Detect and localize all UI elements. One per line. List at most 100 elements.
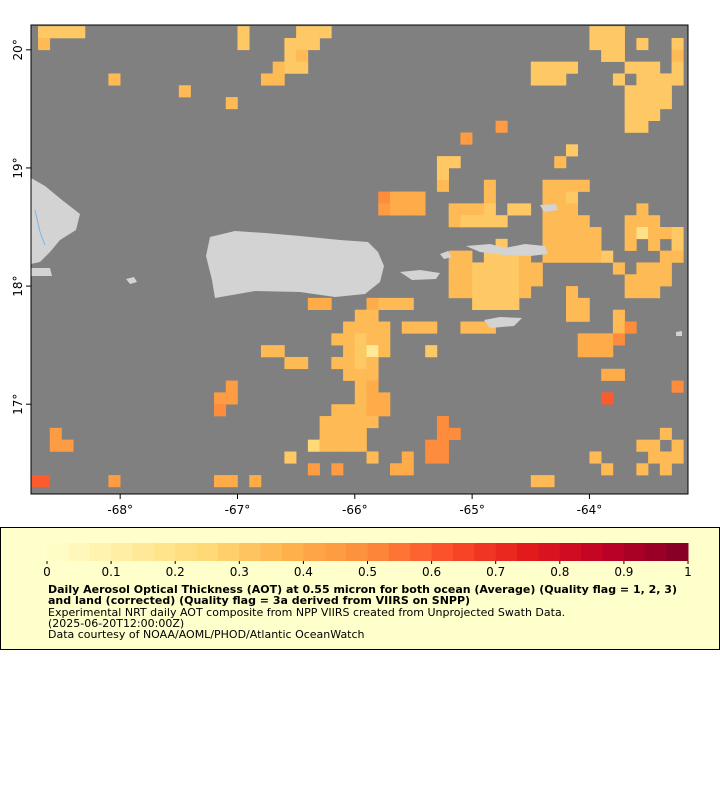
aot-cell — [331, 356, 344, 370]
aot-cell — [671, 250, 684, 263]
island — [31, 268, 52, 276]
aot-cell — [636, 120, 649, 133]
aot-cell — [436, 451, 449, 464]
aot-cell — [624, 321, 637, 334]
colorbar-tick-label: 0.8 — [550, 565, 569, 579]
st-croix — [484, 317, 522, 328]
aot-cell — [659, 85, 672, 98]
aot-cell — [214, 392, 227, 405]
colorbar-tick-label: 1 — [684, 565, 692, 579]
aot-cell — [612, 73, 625, 86]
colorbar-step — [175, 543, 198, 561]
aot-cell — [366, 368, 379, 381]
aot-cell — [343, 416, 356, 429]
aot-cell — [554, 227, 567, 240]
colorbar-step — [581, 543, 604, 561]
aot-cell — [530, 475, 543, 488]
aot-cell — [401, 203, 414, 216]
aot-cell — [554, 179, 567, 192]
aot-cell — [331, 404, 344, 417]
x-tick-label: -65° — [459, 503, 485, 517]
aot-cell — [542, 73, 555, 86]
aot-cell — [343, 368, 356, 381]
islet — [676, 331, 682, 336]
aot-cell — [636, 37, 649, 51]
aot-cell — [589, 451, 602, 464]
colorbar-step — [282, 543, 304, 561]
aot-cell — [436, 179, 449, 192]
aot-cell — [554, 215, 567, 228]
aot-cell — [671, 227, 684, 240]
culebra — [440, 251, 452, 259]
colorbar-step — [111, 543, 133, 561]
aot-cell — [343, 427, 356, 440]
aot-cell — [390, 297, 403, 311]
aot-cell — [565, 61, 579, 74]
aot-cell — [659, 73, 672, 86]
aot-cell — [436, 439, 449, 452]
colorbar-step — [666, 543, 689, 561]
y-tick-label: 18° — [11, 275, 25, 296]
river — [34, 209, 46, 246]
aot-cell — [472, 215, 485, 228]
aot-cell — [284, 451, 297, 464]
aot-cell — [448, 286, 461, 299]
aot-cell — [495, 262, 508, 275]
aot-cell — [61, 26, 74, 39]
aot-cell — [636, 463, 649, 476]
puerto-rico — [206, 231, 384, 298]
aot-cell — [565, 250, 579, 263]
aot-cell — [554, 156, 567, 169]
aot-cell — [425, 345, 438, 358]
aot-cell — [671, 451, 684, 464]
aot-cell — [589, 238, 602, 251]
aot-cell — [108, 73, 121, 86]
aot-cell — [354, 345, 367, 358]
aot-cell — [542, 215, 555, 228]
aot-cell — [483, 262, 496, 275]
aot-cell — [519, 262, 532, 275]
aot-cell — [601, 345, 614, 358]
aot-cell — [648, 97, 661, 110]
aot-cell — [390, 191, 403, 204]
aot-cell — [354, 439, 367, 452]
legend-description: Experimental NRT daily AOT composite fro… — [48, 606, 566, 619]
aot-cell — [648, 451, 661, 464]
colorbar-step — [495, 543, 518, 561]
aot-cell — [554, 238, 567, 251]
aot-cell — [378, 321, 391, 334]
colorbar-step — [239, 543, 262, 561]
aot-cell — [648, 286, 661, 299]
aot-cell — [636, 61, 649, 74]
aot-cell — [542, 191, 555, 204]
aot-cell — [612, 37, 625, 51]
aot-cell — [601, 463, 614, 476]
aot-cell — [425, 451, 438, 464]
aot-cell — [38, 475, 51, 488]
aot-cell — [366, 333, 379, 346]
aot-cell — [331, 416, 344, 429]
aot-cell — [319, 26, 332, 39]
aot-cell — [401, 297, 414, 311]
aot-cell — [108, 475, 121, 488]
aot-cell — [648, 227, 661, 240]
anegada — [540, 204, 558, 212]
aot-cell — [307, 463, 320, 476]
aot-cell — [624, 61, 637, 74]
legend-credit: Data courtesy of NOAA/AOML/PHOD/Atlantic… — [48, 628, 365, 641]
aot-cell — [589, 345, 602, 358]
x-tick-label: -68° — [107, 503, 133, 517]
aot-cell — [343, 321, 356, 334]
aot-cell — [436, 416, 449, 429]
aot-cell — [589, 227, 602, 240]
aot-cell — [448, 274, 461, 287]
aot-cell — [601, 392, 614, 405]
aot-cell — [296, 356, 309, 370]
aot-cell — [225, 392, 238, 405]
aot-cell — [354, 321, 367, 334]
aot-cell — [214, 475, 227, 488]
aot-cell — [331, 439, 344, 452]
aot-cell — [624, 286, 637, 299]
aot-cell — [472, 297, 485, 311]
aot-cell — [73, 26, 86, 39]
